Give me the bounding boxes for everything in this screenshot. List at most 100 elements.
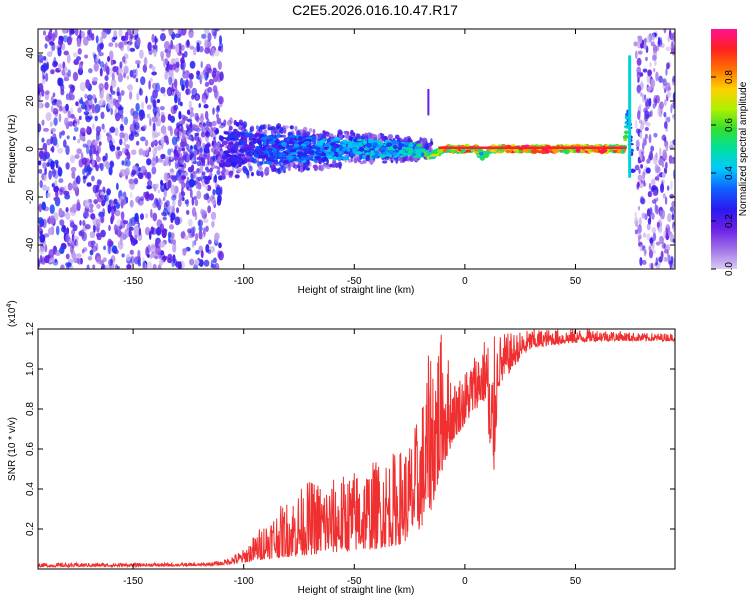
spectrogram-cell xyxy=(50,105,54,113)
spectrogram-cell xyxy=(248,137,253,141)
svg-text:(x104): (x104) xyxy=(6,300,18,327)
spectrogram-cell xyxy=(204,110,209,120)
spectrogram-cell xyxy=(276,133,281,138)
spectrogram-cell xyxy=(118,29,123,38)
spectrogram-cell xyxy=(58,178,64,184)
spectrogram-cell xyxy=(65,162,70,170)
spectrogram-cell xyxy=(663,230,667,239)
spectrogram-cell xyxy=(505,150,512,153)
spectrogram-cell xyxy=(129,123,135,134)
spectrogram-cell xyxy=(637,35,643,44)
spectrogram-cell xyxy=(79,220,82,226)
spectrogram-cell xyxy=(120,115,125,123)
spectrogram-cell xyxy=(39,58,44,64)
spectrogram-cell xyxy=(216,198,222,206)
spectrogram-cell xyxy=(635,128,640,134)
spectrogram-cell xyxy=(672,226,675,233)
spectrogram-cell xyxy=(82,168,86,175)
x-tick-label: -150 xyxy=(123,576,143,587)
spectrogram-cell xyxy=(59,219,65,226)
spectrogram-cell xyxy=(643,37,647,44)
x-tick-label: -100 xyxy=(234,276,254,287)
spectrogram-cell xyxy=(174,216,181,226)
spectrogram-cell xyxy=(183,171,189,176)
spectrogram-cell xyxy=(41,137,45,143)
spectrogram-cell xyxy=(140,76,146,86)
spectrogram-cell xyxy=(639,183,644,189)
spectrogram-cell xyxy=(152,201,158,209)
spectrogram-cell xyxy=(204,66,210,73)
spectrogram-cell xyxy=(249,165,253,172)
spectrogram-cell xyxy=(645,167,651,174)
spectrogram-cell xyxy=(65,212,71,220)
spectrogram-cell xyxy=(262,141,267,146)
spectrogram-cell xyxy=(162,196,166,201)
spectrogram-cell xyxy=(474,150,479,154)
spectrogram-cell xyxy=(352,149,358,154)
spectrogram-cell xyxy=(199,115,204,122)
spectrogram-cell xyxy=(119,61,123,69)
spectrogram-cell xyxy=(204,29,210,35)
spectrogram-cell xyxy=(123,65,130,75)
spectrogram-cell xyxy=(168,70,174,78)
spectrogram-cell xyxy=(279,126,284,131)
spectrogram-cell xyxy=(77,118,80,125)
spectrogram-cell xyxy=(302,166,306,171)
spectrogram-cell xyxy=(48,170,52,180)
spectrogram-cell xyxy=(84,54,89,59)
spectrogram-cell xyxy=(224,137,229,140)
spectrogram-cell xyxy=(392,140,399,145)
spectrogram-cell xyxy=(199,72,205,80)
spectrogram-cell xyxy=(308,145,313,151)
spectrogram-cell xyxy=(670,180,673,190)
spectrogram-cell xyxy=(256,160,260,167)
x-tick-label: 50 xyxy=(570,276,582,287)
spectrogram-cell xyxy=(392,144,398,150)
spectrogram-cell xyxy=(428,145,432,151)
spectrogram-cell xyxy=(69,84,75,94)
spectrogram-cell xyxy=(175,44,180,53)
spectrogram-cell xyxy=(320,157,328,162)
spectrogram-cell xyxy=(129,47,136,52)
spectrogram-cell xyxy=(147,41,152,52)
spectrogram-cell xyxy=(153,145,158,154)
spectrogram-cell xyxy=(208,239,212,245)
spectrogram-cell xyxy=(374,147,378,152)
spectrogram-cell xyxy=(190,107,194,113)
spectrogram-cell xyxy=(654,163,659,174)
spectrogram-cell xyxy=(66,53,71,64)
spectrogram-cell xyxy=(57,63,63,71)
spectrogram-cell xyxy=(228,133,235,139)
spectrogram-cell xyxy=(195,232,199,242)
spectrogram-cell xyxy=(86,139,92,147)
spectrogram-cell xyxy=(662,149,667,160)
spectrogram-cell xyxy=(38,123,42,133)
spectrogram-cell xyxy=(235,122,240,127)
spectrogram-cell xyxy=(635,139,640,149)
spectrogram-cell xyxy=(150,208,153,219)
spectrogram-cell xyxy=(242,165,247,172)
spectrogram-cell xyxy=(200,61,203,69)
spectrogram-cell xyxy=(200,250,204,259)
spectrogram-cell xyxy=(201,33,207,39)
spectrogram-cell xyxy=(208,78,215,86)
spectrogram-cell xyxy=(124,157,128,167)
spectrogram-cell xyxy=(281,134,286,138)
spectrogram-cell xyxy=(119,169,126,177)
spectrogram-cell xyxy=(168,64,173,71)
spectrogram-cell xyxy=(157,264,162,269)
spectrogram-cell xyxy=(292,157,298,162)
spectrogram-cell xyxy=(38,99,43,109)
spectrogram-cell xyxy=(262,125,266,130)
spectrogram-cell xyxy=(395,149,399,153)
spectrogram-cell xyxy=(163,189,168,198)
colorbar-tick-label: 0.0 xyxy=(724,262,735,276)
spectrogram-cell xyxy=(671,200,675,208)
spectrogram-cell xyxy=(353,158,358,164)
snr-multiplier-suffix: ) xyxy=(7,300,18,303)
spectrogram-cell xyxy=(366,142,372,148)
spectrogram-cell xyxy=(59,186,65,193)
spectrogram-cell xyxy=(178,163,185,168)
spectrogram-cell xyxy=(228,170,234,176)
spectrogram-cell xyxy=(60,89,65,96)
